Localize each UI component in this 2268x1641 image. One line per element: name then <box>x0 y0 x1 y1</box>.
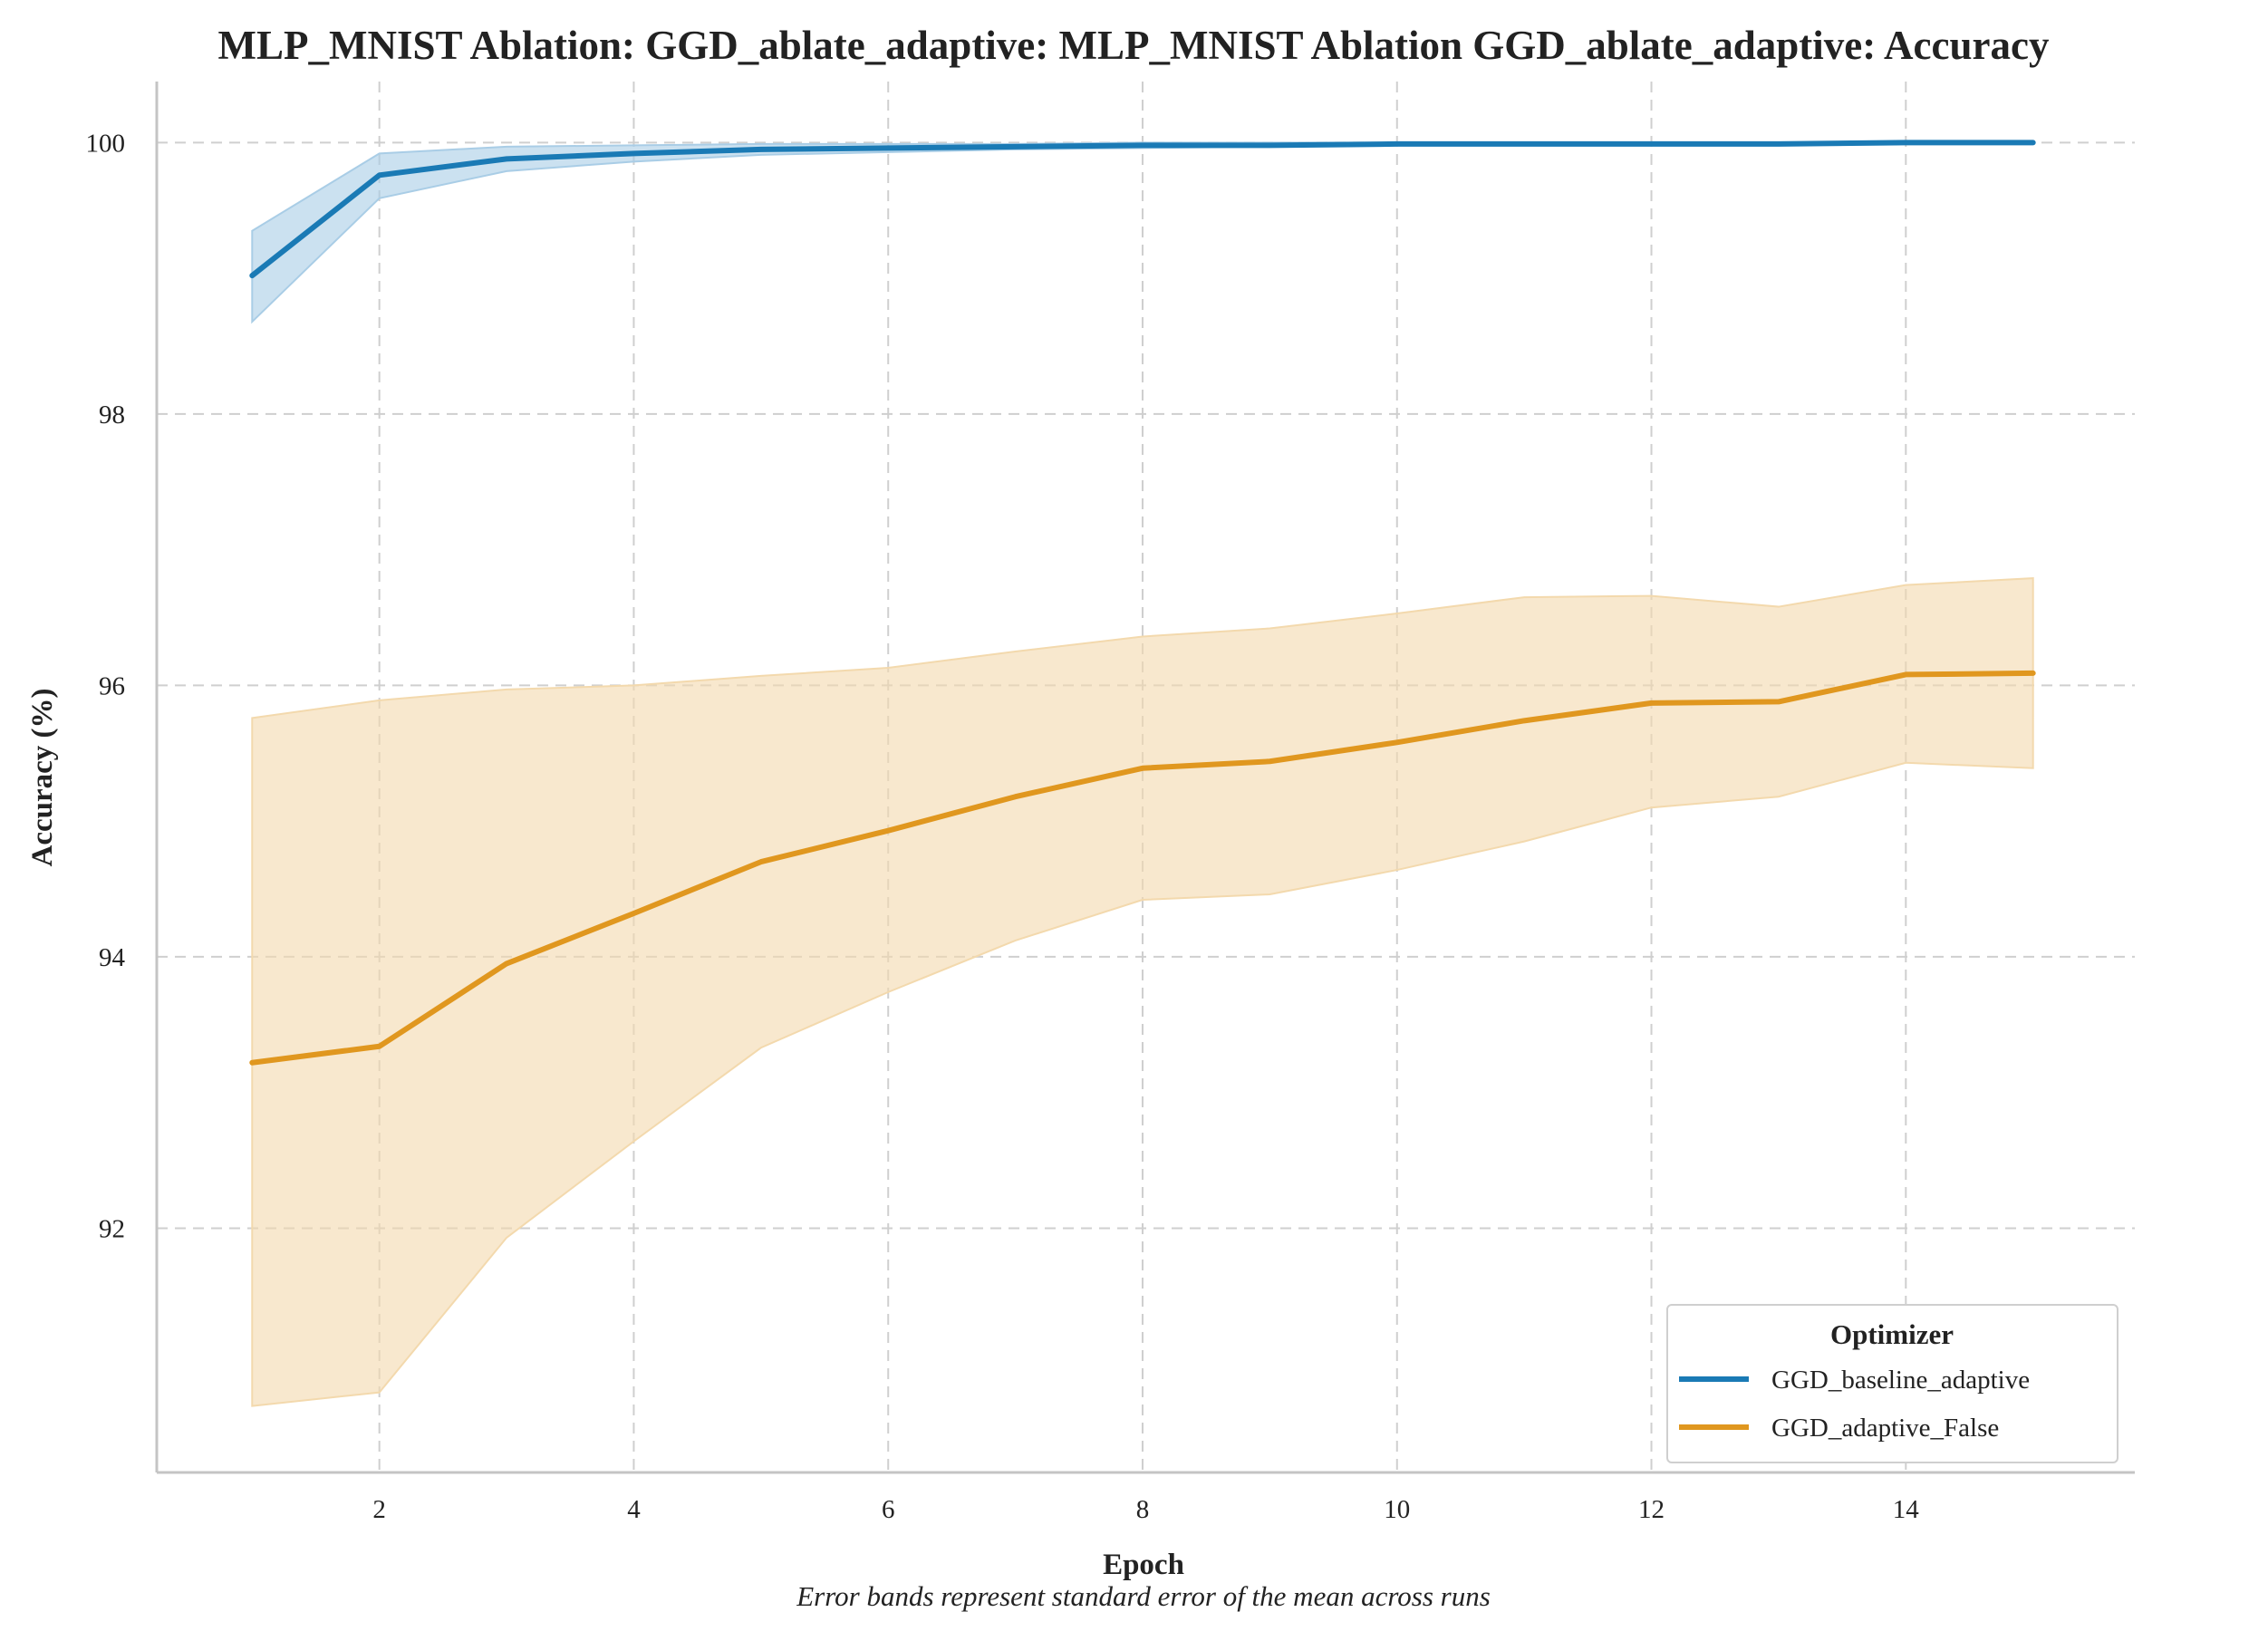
y-tick-labels: 92 94 96 98 100 <box>86 129 126 1243</box>
error-band <box>251 577 2034 1407</box>
error-bands <box>251 141 2034 1407</box>
chart-caption: Error bands represent standard error of … <box>796 1580 1491 1612</box>
y-axis-label: Accuracy (%) <box>26 688 59 866</box>
x-tick-label: 8 <box>1136 1495 1150 1524</box>
legend-label: GGD_baseline_adaptive <box>1771 1366 2030 1395</box>
y-tick-label: 92 <box>99 1214 125 1243</box>
series-line <box>249 670 2036 1066</box>
legend: Optimizer GGD_baseline_adaptive GGD_adapt… <box>1666 1304 2118 1463</box>
x-tick-labels: 2 4 6 8 10 12 14 <box>372 1495 1919 1524</box>
legend-title: Optimizer <box>1830 1318 1954 1350</box>
series-lines <box>249 140 2036 1066</box>
chart-title: MLP_MNIST Ablation: GGD_ablate_adaptive:… <box>218 23 2050 68</box>
legend-items: GGD_baseline_adaptive GGD_adaptive_False <box>1679 1366 2030 1443</box>
x-axis-label: Epoch <box>1103 1549 1184 1581</box>
x-tick-label: 4 <box>627 1495 641 1524</box>
y-tick-label: 96 <box>99 671 125 700</box>
y-tick-label: 94 <box>99 943 126 972</box>
x-tick-label: 2 <box>372 1495 386 1524</box>
y-tick-label: 100 <box>86 129 126 158</box>
legend-label: GGD_adaptive_False <box>1771 1414 1999 1443</box>
x-tick-label: 6 <box>882 1495 895 1524</box>
series-line <box>249 140 2036 279</box>
y-tick-label: 98 <box>99 401 125 430</box>
x-tick-label: 14 <box>1893 1495 1920 1524</box>
legend-box <box>1666 1304 2118 1463</box>
x-tick-label: 12 <box>1638 1495 1665 1524</box>
x-tick-label: 10 <box>1384 1495 1410 1524</box>
